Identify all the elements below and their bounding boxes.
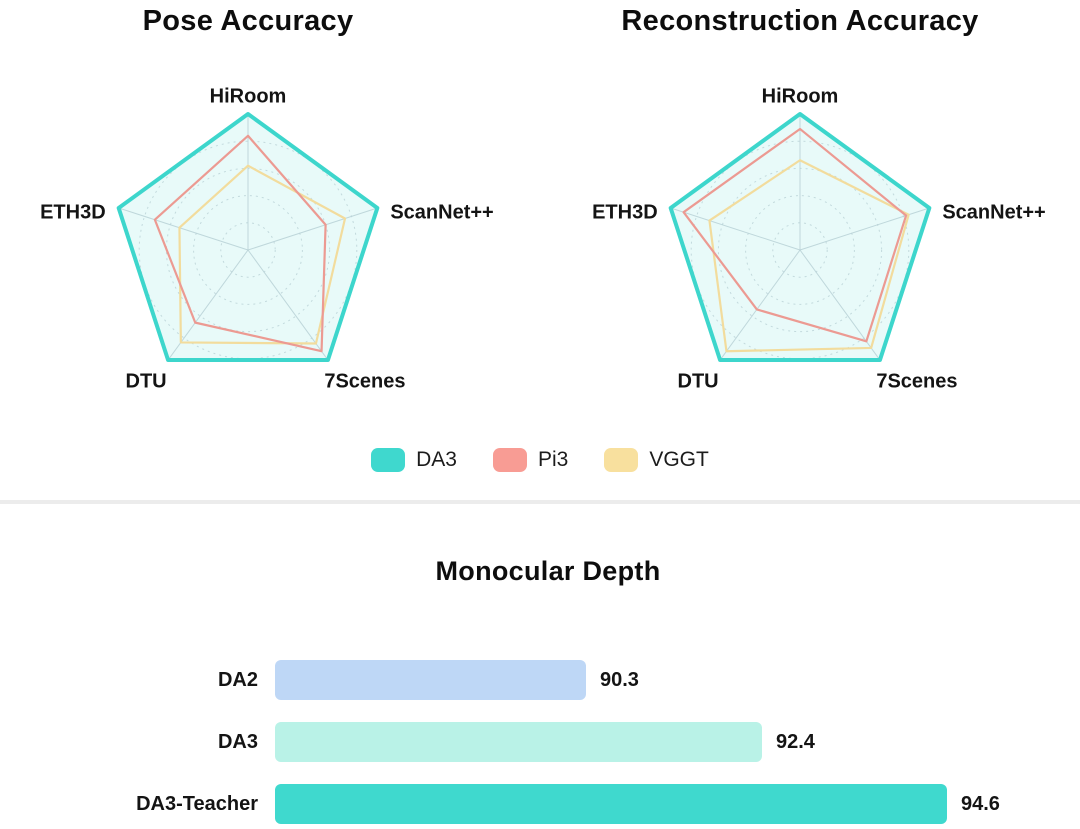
- radar-spoke: [670, 207, 801, 251]
- legend-swatch-vggt: [604, 448, 639, 472]
- legend-item-da3: DA3: [371, 448, 457, 472]
- axis-label-7scenes: 7Scenes: [876, 370, 957, 392]
- legend-label-pi3: Pi3: [537, 448, 569, 471]
- bar-da3: [275, 722, 762, 762]
- bar-value-da2: 90.3: [600, 668, 639, 691]
- radar-grid-circle: [193, 195, 303, 305]
- section-divider: [0, 500, 1080, 504]
- legend-label-vggt: VGGT: [649, 448, 709, 471]
- bar-label-da2: DA2: [217, 668, 258, 691]
- radar-grid-circle: [138, 140, 358, 360]
- radar-spoke: [247, 249, 329, 361]
- axis-label-scannet: ScanNet++: [942, 201, 1045, 223]
- legend-swatch-pi3: [492, 448, 527, 472]
- radar-grid-circle: [165, 167, 331, 333]
- radar-section: HiRoom ScanNet++ 7Scenes DTU ETH3D Pose Accur…: [40, 5, 1046, 392]
- radar-grid-circle: [717, 167, 883, 333]
- radar-grid-circle: [690, 140, 910, 360]
- axis-label-hiroom: HiRoom: [762, 85, 839, 107]
- bar-da3-teacher: [275, 784, 947, 824]
- axis-label-hiroom: HiRoom: [210, 85, 287, 107]
- bar-da2: [275, 660, 586, 700]
- radar-series-vggt: [178, 164, 347, 345]
- radar-chart-title: Pose Accuracy: [143, 5, 354, 37]
- bar-value-da3-teacher: 94.6: [961, 792, 1000, 815]
- radar-spoke: [118, 207, 249, 251]
- radar-chart-title: Reconstruction Accuracy: [621, 5, 978, 37]
- radar-spoke: [719, 249, 801, 361]
- bar-row-da3-teacher: DA3-Teacher 94.6: [0, 784, 1080, 824]
- legend-label-da3: DA3: [416, 448, 457, 471]
- axis-label-dtu: DTU: [126, 370, 167, 392]
- bar-label-da3-teacher: DA3-Teacher: [136, 792, 258, 815]
- legend-swatch-da3: [371, 448, 406, 472]
- axis-label-eth3d: ETH3D: [40, 201, 106, 223]
- axis-label-7scenes: 7Scenes: [324, 370, 405, 392]
- chart-legend: DA3 Pi3 VGGT: [0, 441, 1080, 479]
- radar-series-da3: [116, 112, 380, 363]
- legend-item-pi3: Pi3: [492, 448, 569, 472]
- radar-series-pi3: [153, 134, 327, 353]
- axis-label-scannet: ScanNet++: [390, 201, 493, 223]
- bar-row-da2: DA2 90.3: [0, 660, 1080, 700]
- radar-chart-pose-accuracy: HiRoom ScanNet++ 7Scenes DTU ETH3D Pose Accur…: [40, 5, 494, 392]
- radar-series-pi3: [682, 127, 908, 343]
- axis-label-dtu: DTU: [678, 370, 719, 392]
- bar-value-da3: 92.4: [776, 730, 815, 753]
- radar-series-vggt: [708, 159, 910, 353]
- bar-chart-title: Monocular Depth: [435, 556, 661, 586]
- bar-label-da3: DA3: [217, 730, 258, 753]
- bar-row-da3: DA3 92.4: [0, 722, 1080, 762]
- radar-grid-circle: [745, 195, 855, 305]
- radar-chart-reconstruction-accuracy: HiRoom ScanNet++ 7Scenes DTU ETH3D Reconstruc…: [592, 5, 1046, 392]
- axis-label-eth3d: ETH3D: [592, 201, 658, 223]
- legend-item-vggt: VGGT: [604, 448, 709, 472]
- radar-spoke: [247, 207, 378, 251]
- bar-rows: DA2 90.3 DA3 92.4 DA3-Teacher 94.6: [0, 660, 1080, 824]
